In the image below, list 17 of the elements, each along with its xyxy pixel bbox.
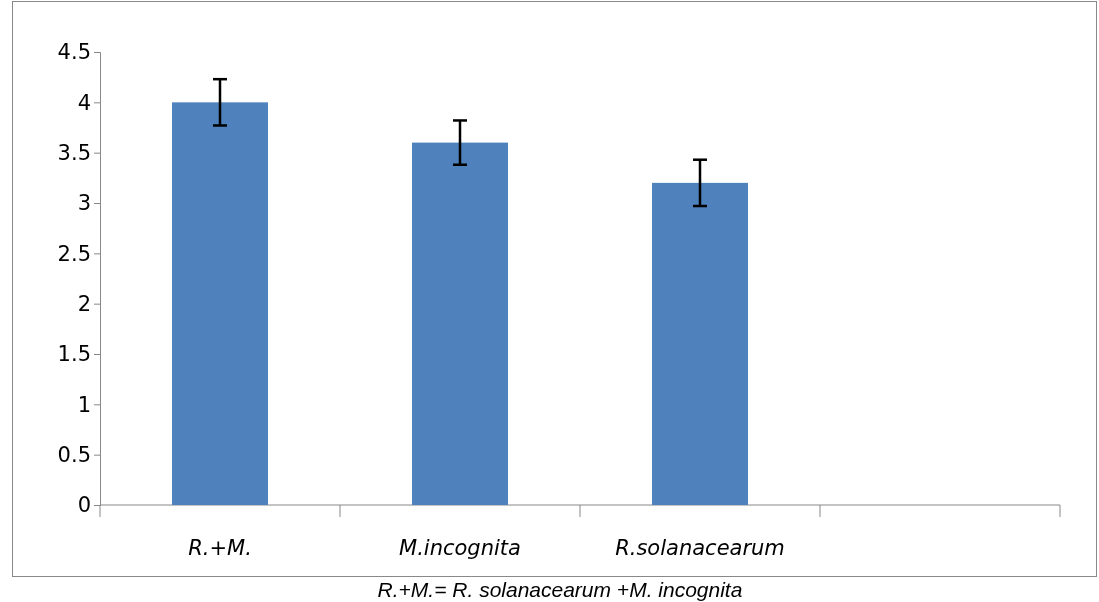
y-tick-label: 1.5 [57, 342, 91, 367]
y-tick-label: 0 [77, 493, 91, 518]
y-tick-label: 3.5 [57, 140, 91, 165]
text: R.+M.= R. solanacearum +M. incognita [377, 578, 743, 601]
y-tick-label: 0.5 [57, 442, 91, 467]
bar [652, 182, 748, 505]
x-tick-label: M.incognita [399, 536, 521, 560]
y-tick-label: 3 [77, 191, 91, 216]
bar [412, 142, 508, 505]
y-tick-label: 2 [77, 291, 91, 316]
x-tick-label: R.+M. [188, 536, 252, 560]
y-tick-label: 1 [77, 392, 91, 417]
x-tick-label: R.solanacearum [615, 536, 785, 560]
bar [172, 102, 268, 505]
y-tick-label: 4 [77, 90, 91, 115]
y-tick-label: 4.5 [57, 40, 91, 65]
y-tick-label: 2.5 [57, 241, 91, 266]
